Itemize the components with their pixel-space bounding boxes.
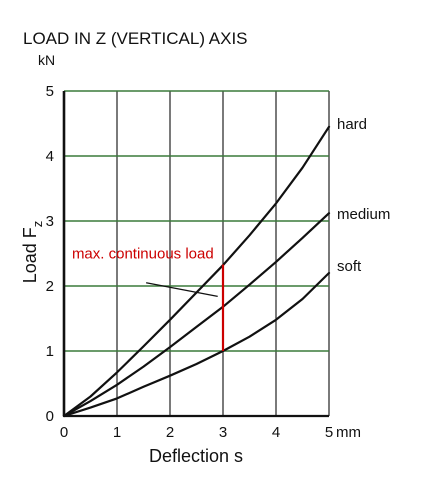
series-lines <box>62 125 331 418</box>
y-tick-label: 0 <box>46 408 54 425</box>
series-label-hard: hard <box>337 116 367 133</box>
y-tick-label: 1 <box>46 343 54 360</box>
series-label-soft: soft <box>337 258 362 275</box>
series-line-medium <box>62 212 331 418</box>
x-axis-label: Deflection s <box>149 446 243 466</box>
axes <box>62 91 329 418</box>
y-tick-label: 3 <box>46 213 54 230</box>
annotation-label: max. continuous load <box>72 246 214 263</box>
x-tick-labels: 0 1 2 3 4 5 <box>60 424 333 441</box>
y-tick-label: 4 <box>46 148 54 165</box>
x-axis-unit: mm <box>336 424 361 441</box>
x-tick-label: 0 <box>60 424 68 441</box>
series-labels: hard medium soft <box>337 116 390 275</box>
grid <box>64 90 330 416</box>
x-tick-label: 5 <box>325 424 333 441</box>
max-continuous-load-annotation: max. continuous load <box>72 246 225 351</box>
annotation-pointer-line <box>146 282 218 298</box>
chart-title: LOAD IN Z (VERTICAL) AXIS <box>23 29 248 48</box>
series-line-soft <box>62 271 331 418</box>
y-tick-labels: 0 1 2 3 4 5 <box>46 83 54 425</box>
y-tick-label: 5 <box>46 83 54 100</box>
x-tick-label: 2 <box>166 424 174 441</box>
y-axis-label: Load Fz <box>20 221 45 284</box>
x-tick-label: 4 <box>272 424 280 441</box>
series-label-medium: medium <box>337 206 390 223</box>
y-tick-label: 2 <box>46 278 54 295</box>
y-axis-unit: kN <box>38 52 55 68</box>
series-line-hard <box>62 125 331 418</box>
x-tick-label: 3 <box>219 424 227 441</box>
x-tick-label: 1 <box>113 424 121 441</box>
